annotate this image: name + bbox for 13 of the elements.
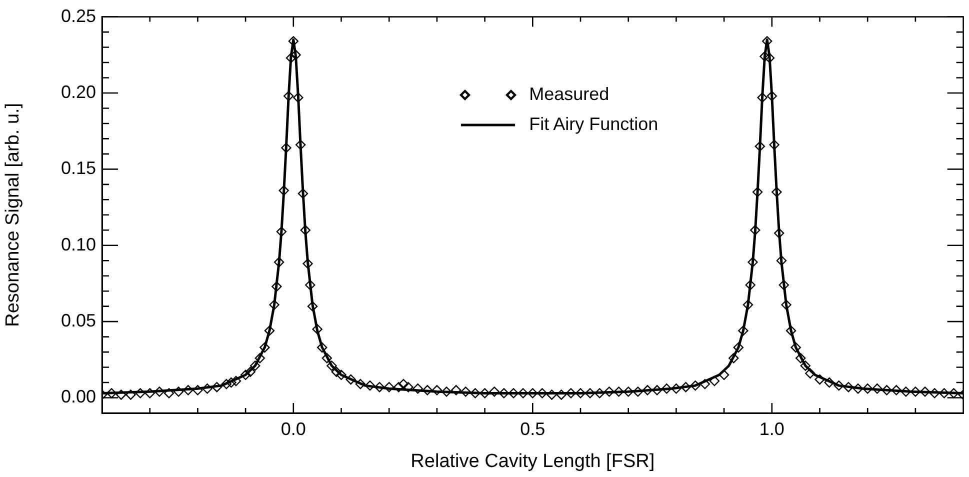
legend-label: Measured bbox=[529, 84, 610, 106]
x-tick-label: 1.0 bbox=[759, 418, 784, 439]
x-axis-title: Relative Cavity Length [FSR] bbox=[410, 450, 655, 472]
y-tick-label: 0.10 bbox=[60, 234, 96, 254]
y-tick-label: 0.05 bbox=[60, 310, 96, 331]
y-tick-label: 0.25 bbox=[60, 6, 96, 26]
x-tick-label: 0.0 bbox=[280, 418, 306, 439]
y-tick-label: 0.15 bbox=[60, 158, 96, 178]
y-tick-label: 0.20 bbox=[60, 82, 96, 102]
y-axis-title: Resonance Signal [arb. u.] bbox=[2, 102, 24, 327]
y-tick-label: 0.00 bbox=[60, 386, 96, 407]
legend-label: Fit Airy Function bbox=[529, 114, 658, 136]
x-tick-label: 0.5 bbox=[520, 418, 546, 439]
